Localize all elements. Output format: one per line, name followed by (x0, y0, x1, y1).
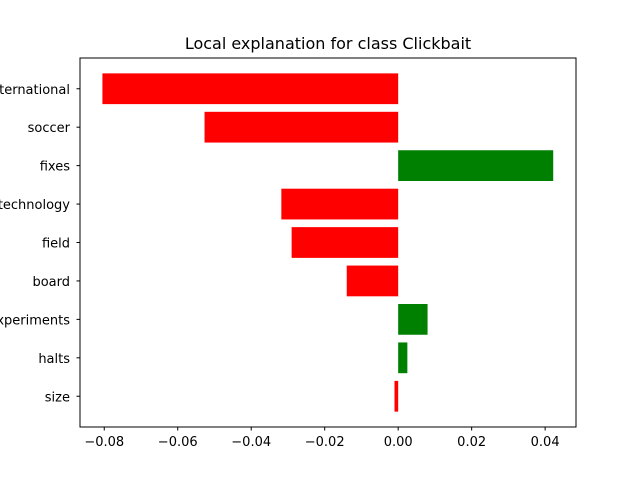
x-tick-label: −0.02 (305, 435, 345, 450)
y-tick-label: halts (38, 352, 70, 367)
bar-experiments (398, 304, 428, 335)
x-axis-ticks: −0.08 −0.06 −0.04 −0.02 0.00 0.02 0.04 (84, 427, 560, 450)
y-axis-ticks: international soccer fixes technology field b… (0, 83, 80, 405)
bar-international (102, 73, 399, 105)
x-tick-label: −0.06 (158, 435, 198, 450)
x-tick-label: 0.04 (531, 435, 560, 450)
x-tick-label: 0.02 (457, 435, 486, 450)
plot-frame (79, 57, 577, 428)
x-tick-label: −0.08 (84, 435, 124, 450)
bar-fixes (398, 150, 554, 181)
bar-board (346, 265, 399, 297)
x-tick-label: −0.04 (231, 435, 271, 450)
x-tick-label: 0.00 (384, 435, 413, 450)
y-tick-label: international (0, 83, 70, 98)
y-tick-label: experiments (0, 313, 70, 328)
y-tick-label: technology (0, 198, 70, 213)
bar-technology (281, 188, 399, 220)
bar-size (394, 380, 399, 412)
chart-title: Local explanation for class Clickbait (185, 34, 471, 53)
y-tick-label: soccer (28, 121, 71, 136)
y-tick-label: board (32, 275, 70, 290)
y-tick-label: field (42, 237, 70, 252)
y-tick-label: size (45, 390, 70, 405)
bar-halts (398, 342, 408, 374)
bars (102, 73, 554, 412)
y-tick-label: fixes (40, 160, 70, 175)
bar-soccer (204, 111, 399, 143)
bar-field (291, 227, 399, 258)
